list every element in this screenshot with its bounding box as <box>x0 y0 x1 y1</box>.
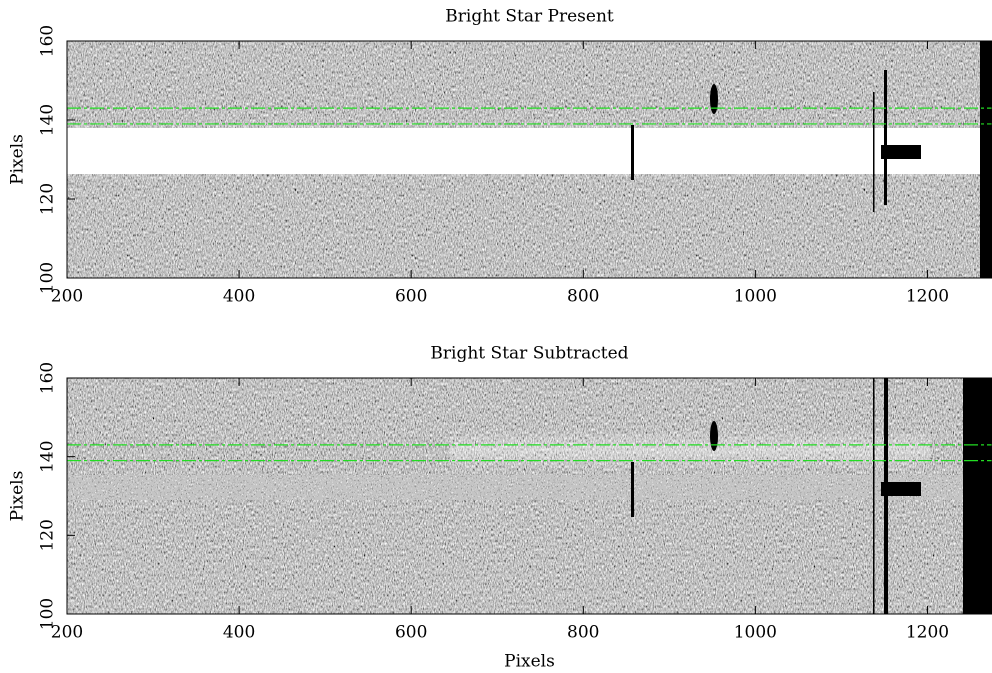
x-tick-label: 1000 <box>734 287 777 307</box>
plot-frame <box>66 377 992 615</box>
x-tick-label: 1200 <box>906 287 949 307</box>
y-tick-label: 100 <box>38 598 58 630</box>
y-tick-label: 140 <box>38 104 58 136</box>
y-tick-label: 120 <box>38 183 58 215</box>
y-tick-label: 100 <box>38 262 58 294</box>
x-tick-label: 200 <box>51 287 83 307</box>
image-panel <box>67 41 992 278</box>
y-tick-label: 160 <box>38 25 58 57</box>
plot-frame <box>66 40 992 279</box>
y-tick-label: 120 <box>38 519 58 551</box>
chart-title: Bright Star Subtracted <box>430 344 628 364</box>
x-tick-label: 400 <box>223 287 255 307</box>
x-tick-label: 400 <box>223 623 255 643</box>
x-tick-label: 600 <box>395 623 427 643</box>
y-tick-label: 140 <box>38 440 58 472</box>
x-tick-label: 1200 <box>906 623 949 643</box>
x-tick-label: 1000 <box>734 623 777 643</box>
chart-title: Bright Star Present <box>445 7 614 27</box>
x-tick-label: 600 <box>395 287 427 307</box>
x-tick-label: 800 <box>567 623 599 643</box>
x-axis-label: Pixels <box>504 652 555 672</box>
image-panel <box>67 378 992 614</box>
y-tick-label: 160 <box>38 362 58 394</box>
x-tick-label: 800 <box>567 287 599 307</box>
y-axis-label: Pixels <box>8 134 28 185</box>
y-axis-label: Pixels <box>8 471 28 522</box>
x-tick-label: 200 <box>51 623 83 643</box>
